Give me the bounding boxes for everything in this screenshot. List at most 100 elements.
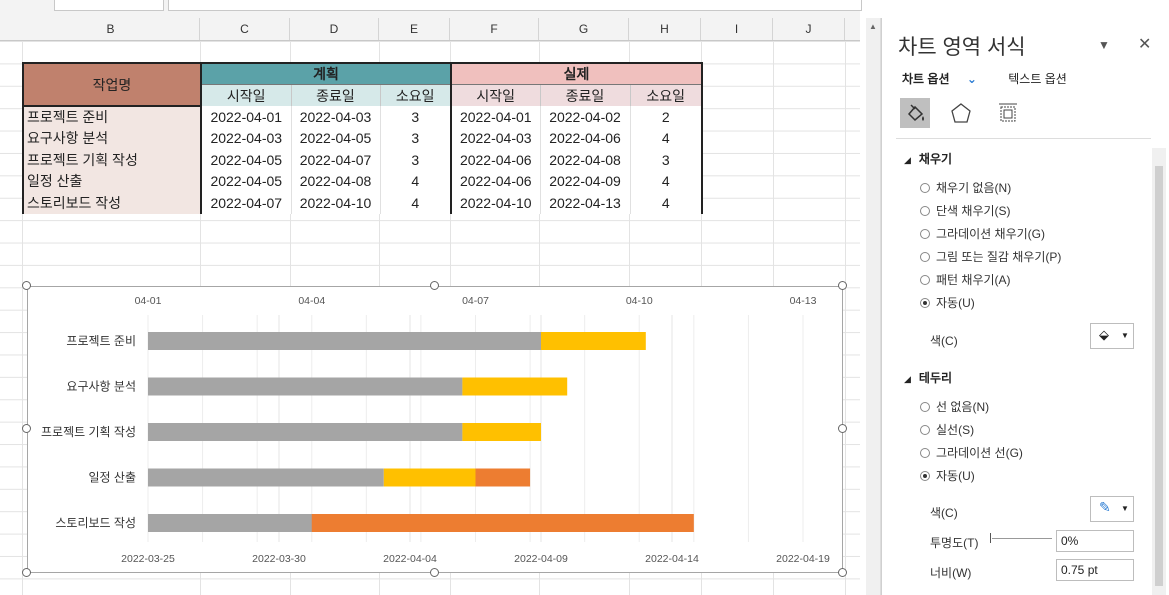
- transparency-slider-thumb[interactable]: [990, 533, 991, 543]
- table-cell[interactable]: 2022-04-05: [291, 127, 381, 149]
- fill-line-icon[interactable]: [900, 98, 930, 128]
- table-cell[interactable]: 4: [380, 170, 452, 192]
- col-header-f[interactable]: F: [450, 18, 539, 40]
- border-color-dropdown[interactable]: ✎ ▼: [1090, 496, 1134, 522]
- actual-header[interactable]: 실제: [450, 62, 703, 85]
- fill-gradient-radio[interactable]: 그라데이션 채우기(G): [920, 225, 1045, 242]
- task-name-cell[interactable]: 스토리보드 작성: [22, 192, 202, 214]
- task-name-cell[interactable]: 요구사항 분석: [22, 127, 202, 149]
- tab-text-options[interactable]: 텍스트 옵션: [1008, 72, 1067, 86]
- transparency-slider[interactable]: [992, 538, 1052, 539]
- category-label: 일정 산출: [89, 471, 137, 485]
- col-header-e[interactable]: E: [379, 18, 450, 40]
- col-header-b[interactable]: B: [22, 18, 200, 40]
- fill-none-radio[interactable]: 채우기 없음(N): [920, 179, 1011, 196]
- table-cell[interactable]: 2022-04-03: [201, 127, 292, 149]
- fill-picture-radio[interactable]: 그림 또는 질감 채우기(P): [920, 248, 1061, 265]
- fill-pattern-radio[interactable]: 패턴 채우기(A): [920, 271, 1011, 288]
- col-header-h[interactable]: H: [629, 18, 701, 40]
- table-cell[interactable]: 2022-04-08: [291, 170, 381, 192]
- fill-section-header[interactable]: ◢ 채우기: [904, 152, 953, 166]
- col-header-c[interactable]: C: [200, 18, 290, 40]
- table-cell[interactable]: 2022-04-10: [291, 192, 381, 214]
- col-header-g[interactable]: G: [539, 18, 629, 40]
- table-cell[interactable]: 4: [380, 192, 452, 214]
- transparency-input[interactable]: 0%: [1056, 530, 1134, 552]
- sub-header[interactable]: 소요일: [630, 84, 703, 106]
- table-cell[interactable]: 2022-04-05: [201, 149, 292, 171]
- table-cell[interactable]: 2022-04-10: [450, 192, 541, 214]
- border-none-radio[interactable]: 선 없음(N): [920, 398, 989, 415]
- resize-handle[interactable]: [430, 281, 439, 290]
- table-cell[interactable]: 2022-04-09: [540, 170, 631, 192]
- task-name-cell[interactable]: 프로젝트 준비: [22, 106, 202, 128]
- sub-header[interactable]: 시작일: [201, 84, 292, 106]
- close-icon[interactable]: ✕: [1138, 36, 1152, 53]
- table-cell[interactable]: 4: [630, 127, 703, 149]
- pane-scrollbar[interactable]: [1152, 148, 1166, 595]
- sub-header[interactable]: 종료일: [291, 84, 381, 106]
- effects-icon[interactable]: [946, 98, 976, 128]
- sub-header[interactable]: 소요일: [380, 84, 452, 106]
- table-cell[interactable]: 2022-04-06: [450, 149, 541, 171]
- resize-handle[interactable]: [22, 568, 31, 577]
- col-header-i[interactable]: I: [701, 18, 773, 40]
- transparency-label: 투명도(T): [930, 536, 979, 550]
- task-name-cell[interactable]: 일정 산출: [22, 170, 202, 192]
- scroll-up-icon[interactable]: ▲: [869, 22, 877, 31]
- resize-handle[interactable]: [838, 568, 847, 577]
- border-gradient-radio[interactable]: 그라데이션 선(G): [920, 444, 1023, 461]
- table-cell[interactable]: 3: [380, 127, 452, 149]
- task-name-cell[interactable]: 프로젝트 기획 작성: [22, 149, 202, 171]
- table-cell[interactable]: 2022-04-08: [540, 149, 631, 171]
- table-cell[interactable]: 2022-04-01: [201, 106, 292, 128]
- gantt-chart[interactable]: 2022-03-25 2022-03-30 2022-04-04 2022-04-09…: [27, 286, 843, 573]
- table-cell[interactable]: 2022-04-13: [540, 192, 631, 214]
- fill-color-dropdown[interactable]: ⬙ ▼: [1090, 323, 1134, 349]
- table-cell[interactable]: 2022-04-05: [201, 170, 292, 192]
- resize-handle[interactable]: [430, 568, 439, 577]
- plan-header[interactable]: 계획: [201, 62, 451, 85]
- table-cell[interactable]: 3: [380, 106, 452, 128]
- resize-handle[interactable]: [838, 424, 847, 433]
- width-input[interactable]: 0.75 pt: [1056, 559, 1134, 581]
- tab-chart-options[interactable]: 차트 옵션 ⌄: [902, 72, 977, 86]
- fill-color-label: 색(C): [930, 334, 958, 348]
- table-cell[interactable]: 4: [630, 170, 703, 192]
- width-label: 너비(W): [930, 566, 972, 580]
- col-header-j[interactable]: J: [773, 18, 845, 40]
- bar-yellow: [462, 423, 541, 441]
- task-header[interactable]: 작업명: [22, 62, 202, 107]
- resize-handle[interactable]: [22, 424, 31, 433]
- name-box[interactable]: [54, 0, 164, 11]
- category-label: 프로젝트 기획 작성: [41, 425, 136, 439]
- col-header-d[interactable]: D: [290, 18, 379, 40]
- pane-options-icon[interactable]: ▼: [1098, 38, 1110, 52]
- table-cell[interactable]: 2022-04-06: [540, 127, 631, 149]
- table-cell[interactable]: 2022-04-07: [291, 149, 381, 171]
- border-section-header[interactable]: ◢ 테두리: [904, 371, 953, 385]
- table-cell[interactable]: 3: [630, 149, 703, 171]
- sub-header[interactable]: 시작일: [450, 84, 541, 106]
- pane-splitter[interactable]: ▲: [866, 18, 881, 595]
- table-cell[interactable]: 2022-04-02: [540, 106, 631, 128]
- bar-gray: [148, 332, 541, 350]
- border-auto-radio[interactable]: 자동(U): [920, 467, 975, 484]
- table-cell[interactable]: 2022-04-01: [450, 106, 541, 128]
- table-cell[interactable]: 2022-04-03: [450, 127, 541, 149]
- table-cell[interactable]: 2: [630, 106, 703, 128]
- table-cell[interactable]: 3: [380, 149, 452, 171]
- sub-header[interactable]: 종료일: [540, 84, 631, 106]
- border-solid-radio[interactable]: 실선(S): [920, 421, 974, 438]
- table-cell[interactable]: 2022-04-07: [201, 192, 292, 214]
- table-cell[interactable]: 2022-04-03: [291, 106, 381, 128]
- size-properties-icon[interactable]: [993, 98, 1023, 128]
- fill-solid-radio[interactable]: 단색 채우기(S): [920, 202, 1011, 219]
- table-cell[interactable]: 2022-04-06: [450, 170, 541, 192]
- scrollbar-thumb[interactable]: [1155, 166, 1163, 586]
- table-cell[interactable]: 4: [630, 192, 703, 214]
- fill-auto-radio[interactable]: 자동(U): [920, 294, 975, 311]
- formula-input[interactable]: [168, 0, 862, 11]
- resize-handle[interactable]: [838, 281, 847, 290]
- resize-handle[interactable]: [22, 281, 31, 290]
